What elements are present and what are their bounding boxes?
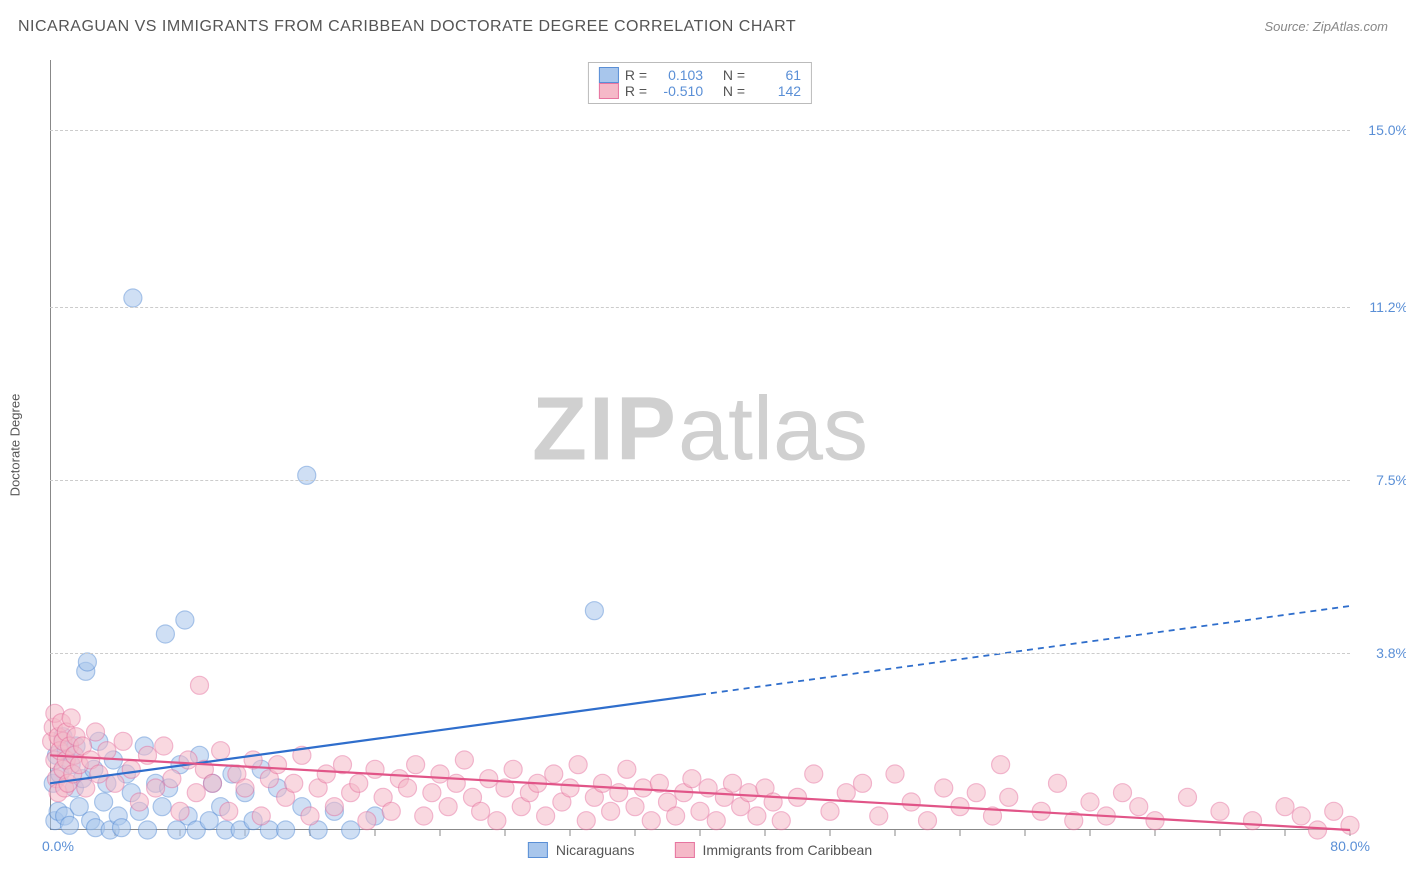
stat-row: R =0.103 N =61: [599, 67, 801, 83]
y-tick-label: 15.0%: [1368, 122, 1406, 138]
stats-legend-box: R =0.103 N =61 R =-0.510 N =142: [588, 62, 812, 104]
series-swatch: [599, 67, 619, 83]
y-axis-label: Doctorate Degree: [8, 394, 23, 497]
y-tick-label: 11.2%: [1369, 299, 1406, 315]
stat-row: R =-0.510 N =142: [599, 83, 801, 99]
series-swatch: [674, 842, 694, 858]
x-max-label: 80.0%: [1330, 838, 1370, 854]
legend-item: Nicaraguans: [528, 842, 635, 858]
legend-item: Immigrants from Caribbean: [674, 842, 872, 858]
series-legend: Nicaraguans Immigrants from Caribbean: [528, 842, 872, 858]
trend-layer: [50, 60, 1350, 830]
series-swatch: [599, 83, 619, 99]
y-tick-label: 7.5%: [1376, 472, 1406, 488]
trend-line: [50, 695, 700, 784]
grid-line: [50, 480, 1350, 481]
legend-label: Nicaraguans: [556, 842, 635, 858]
grid-line: [50, 307, 1350, 308]
grid-line: [50, 130, 1350, 131]
grid-line: [50, 653, 1350, 654]
series-swatch: [528, 842, 548, 858]
y-tick-label: 3.8%: [1376, 645, 1406, 661]
chart-title: NICARAGUAN VS IMMIGRANTS FROM CARIBBEAN …: [18, 18, 796, 36]
source-attribution: Source: ZipAtlas.com: [1264, 19, 1388, 34]
x-min-label: 0.0%: [42, 838, 74, 854]
trend-line: [50, 755, 1350, 830]
trend-line-extrapolated: [700, 606, 1350, 695]
plot-area: ZIPatlas Doctorate Degree 0.0% 80.0% R =…: [50, 60, 1350, 830]
legend-label: Immigrants from Caribbean: [702, 842, 872, 858]
